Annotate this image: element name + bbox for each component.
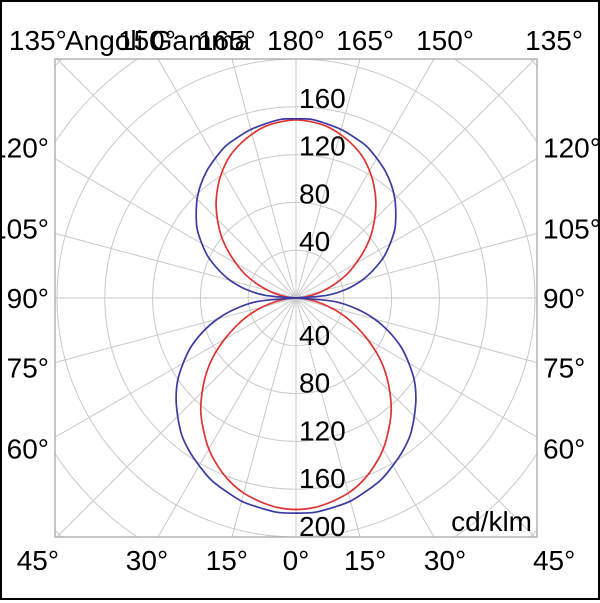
radial-label-lower: 80 xyxy=(299,368,330,399)
gamma-label-bottom: 45° xyxy=(533,545,575,576)
grid-ray xyxy=(295,297,536,537)
gamma-label-right: 90° xyxy=(543,283,585,314)
gamma-label-bottom: 15° xyxy=(344,545,386,576)
grid-ray xyxy=(157,297,297,537)
grid-ray xyxy=(295,297,435,537)
gamma-label-top: 180° xyxy=(267,25,325,56)
gamma-label-right: 60° xyxy=(543,433,585,464)
grid-ray xyxy=(157,59,297,299)
grid-ray xyxy=(56,59,297,299)
gamma-label-top: 150° xyxy=(118,25,176,56)
grid-ray xyxy=(55,297,297,364)
grid-ray xyxy=(55,158,297,299)
grid-ray xyxy=(295,297,361,537)
gamma-label-right: 120° xyxy=(543,133,598,164)
gamma-label-right: 105° xyxy=(543,213,598,244)
grid-ray xyxy=(295,297,537,438)
grid-ray xyxy=(55,297,297,438)
intensity-curves xyxy=(175,117,417,514)
gamma-label-top: 165° xyxy=(198,25,256,56)
gamma-label-bottom: 30° xyxy=(126,545,168,576)
gamma-label-right: 75° xyxy=(543,353,585,384)
radial-label-lower: 200 xyxy=(299,511,346,542)
grid-ray xyxy=(231,59,297,299)
intensity-curve-blue-lower-lobe xyxy=(175,297,417,514)
radial-label-lower: 40 xyxy=(299,320,330,351)
grid-ray xyxy=(295,59,435,299)
grid-ray xyxy=(295,59,361,299)
gamma-label-left: 60° xyxy=(7,433,49,464)
radial-label-upper: 40 xyxy=(299,226,330,257)
radial-label-upper: 80 xyxy=(299,178,330,209)
radial-label-upper: 160 xyxy=(299,83,346,114)
intensity-curve-blue-upper-lobe xyxy=(195,117,397,299)
radial-label-lower: 120 xyxy=(299,415,346,446)
grid-ray xyxy=(295,59,536,299)
gamma-label-left: 75° xyxy=(7,353,49,384)
plot-frame xyxy=(54,58,538,538)
axis-labels: 0° 15° 15° 30° 30° 45° 45° 60° 60° 75° 75° 90° 90° 10… xyxy=(0,25,600,576)
grid-ray xyxy=(231,297,297,537)
gamma-label-top: 150° xyxy=(416,25,474,56)
chart-title: Angoli Gamma xyxy=(65,25,251,56)
gamma-label-left: 90° xyxy=(7,283,49,314)
intensity-curve-red-upper-lobe xyxy=(215,119,377,299)
gamma-label-bottom: 0° xyxy=(283,545,310,576)
grid-ray xyxy=(295,297,537,364)
gamma-label-left: 120° xyxy=(2,133,49,164)
intensity-curve-red-lower-lobe xyxy=(199,297,393,511)
unit-label: cd/klm xyxy=(451,506,532,537)
grid-ray xyxy=(295,158,537,299)
grid-ray xyxy=(56,297,297,537)
radial-label-lower: 160 xyxy=(299,463,346,494)
gamma-label-bottom: 45° xyxy=(17,545,59,576)
gamma-label-bottom: 15° xyxy=(206,545,248,576)
gamma-label-top: 165° xyxy=(336,25,394,56)
radial-label-upper: 120 xyxy=(299,131,346,162)
gamma-label-top: 135° xyxy=(9,25,67,56)
gamma-label-left: 105° xyxy=(2,213,49,244)
gamma-label-bottom: 30° xyxy=(424,545,466,576)
gamma-label-top: 135° xyxy=(525,25,583,56)
